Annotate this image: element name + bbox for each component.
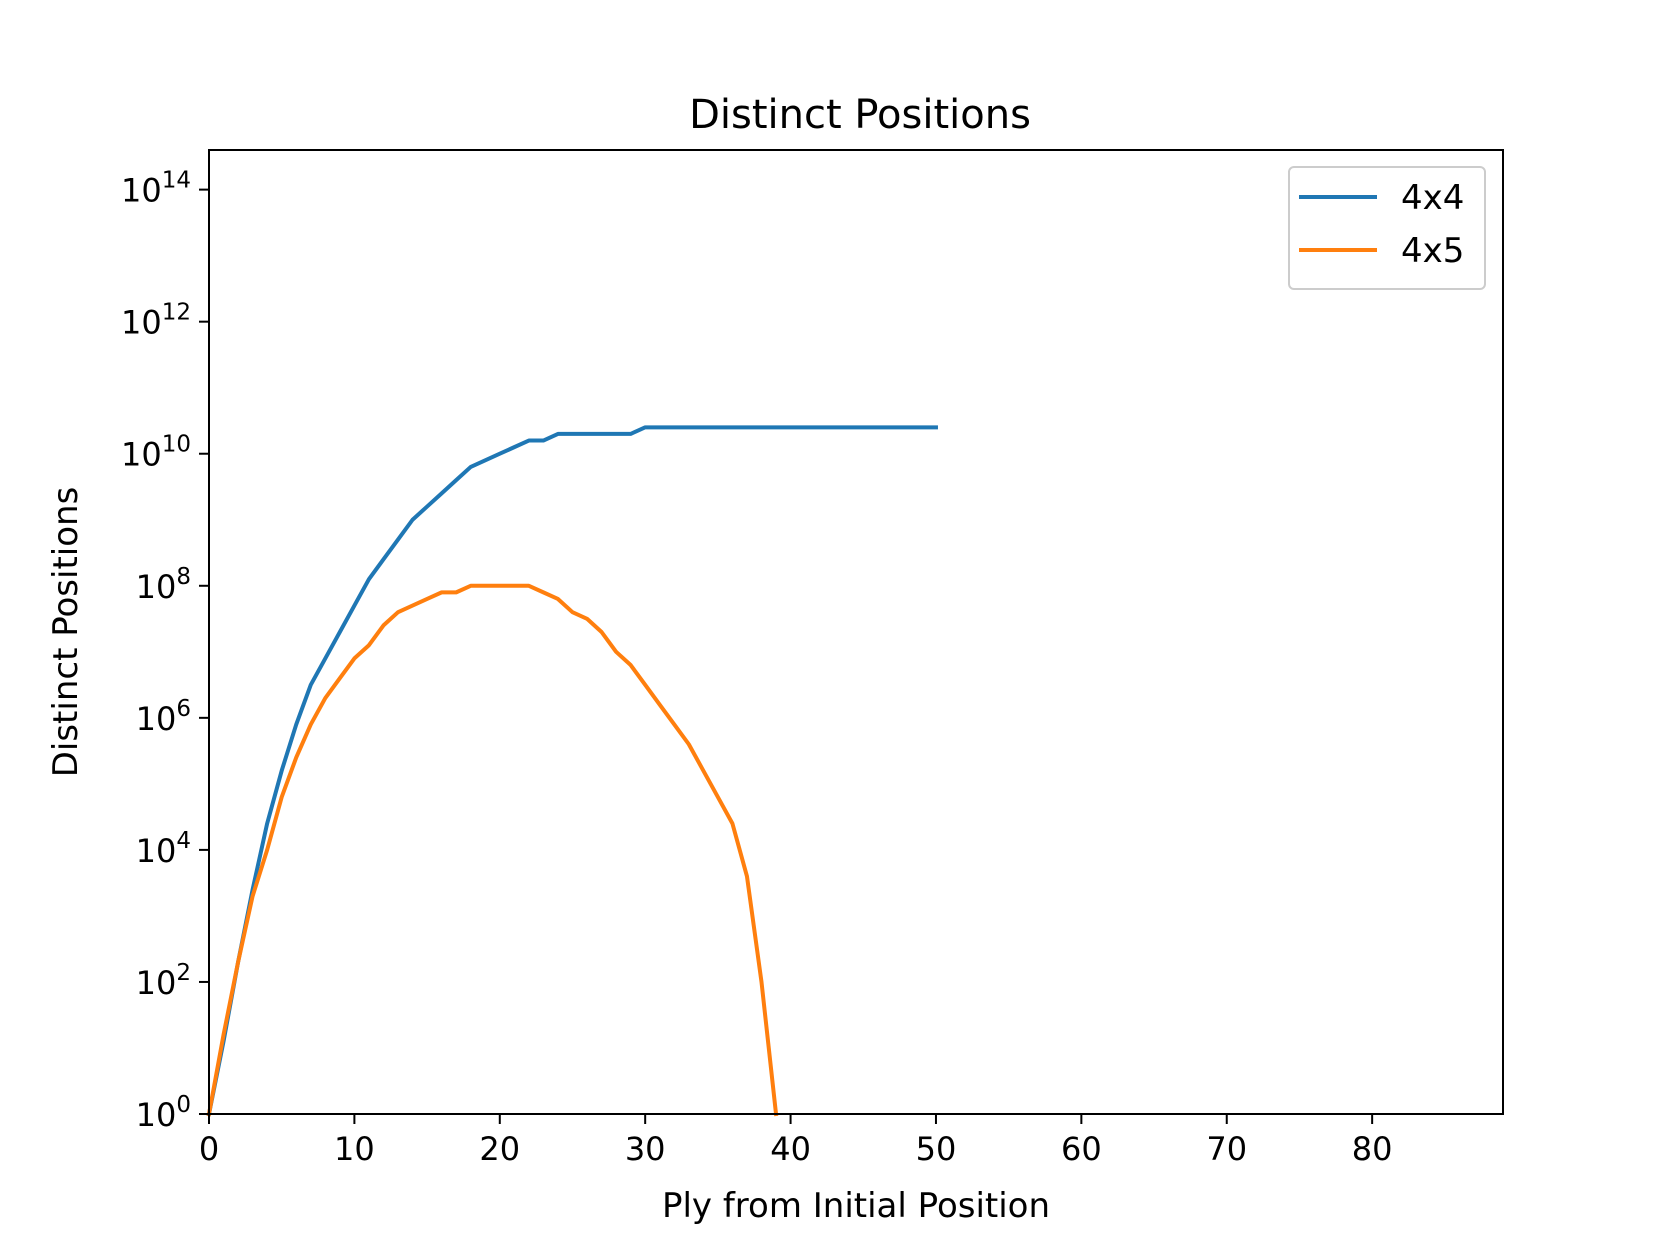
plot-frame [208, 149, 1504, 1115]
legend-label-4x4: 4x4 [1401, 178, 1464, 218]
x-tick-label: 60 [1061, 1130, 1102, 1168]
y-tick-label: 106 [136, 696, 191, 738]
x-tick-label: 40 [770, 1130, 811, 1168]
x-tick-label: 30 [625, 1130, 666, 1168]
x-tick-label: 10 [334, 1130, 375, 1168]
x-tick-label: 50 [916, 1130, 957, 1168]
y-tick-label: 100 [136, 1092, 191, 1134]
y-axis: 100 102 104 106 108 1010 1012 1014 [121, 168, 209, 1134]
chart-title: Distinct Positions [689, 92, 1031, 138]
y-tick-label: 1010 [121, 432, 191, 474]
series-line-4x5 [206, 583, 779, 1117]
y-axis-label: Distinct Positions [46, 487, 86, 778]
y-tick-label: 102 [136, 960, 191, 1002]
y-tick-label: 1012 [121, 300, 191, 342]
legend-label-4x5: 4x5 [1401, 231, 1464, 271]
x-tick-label: 20 [479, 1130, 520, 1168]
x-tick-label: 70 [1206, 1130, 1247, 1168]
x-axis-label: Ply from Initial Position [662, 1186, 1050, 1226]
plot-area [206, 425, 938, 1117]
x-tick-label: 80 [1352, 1130, 1393, 1168]
x-axis: 0 10 20 30 40 50 60 70 80 [199, 1114, 1393, 1168]
y-tick-label: 108 [136, 564, 191, 606]
y-tick-label: 104 [136, 828, 191, 870]
series-line-4x4 [206, 425, 938, 1117]
y-tick-label: 1014 [121, 168, 191, 210]
x-tick-label: 0 [199, 1130, 219, 1168]
